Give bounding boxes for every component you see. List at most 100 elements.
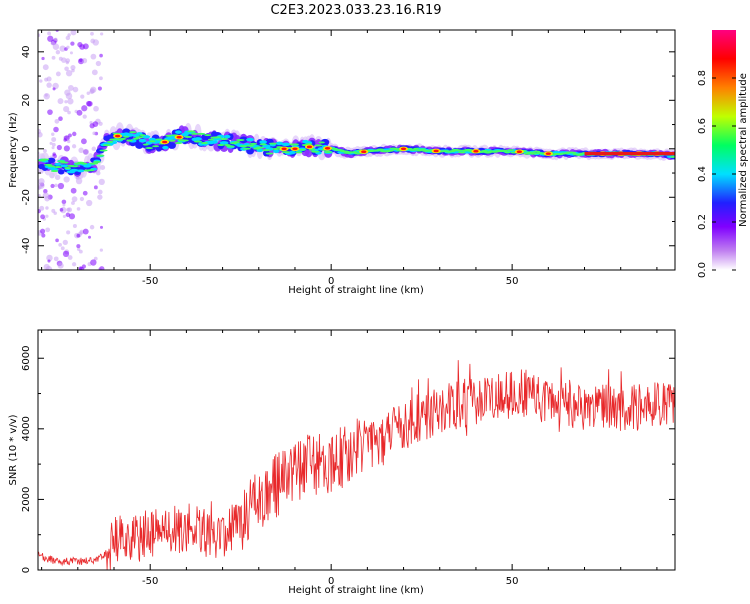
noise-speckle (67, 33, 71, 37)
noise-speckle (90, 38, 96, 44)
spectral-ridge-blob (92, 160, 102, 163)
spectral-ridge-blob (259, 140, 268, 144)
spectral-ridge-blob (239, 145, 248, 148)
noise-speckle (63, 145, 70, 152)
noise-speckle (78, 249, 83, 254)
noise-speckle (51, 132, 55, 136)
spectral-ridge-blob (80, 162, 88, 165)
noise-speckle (90, 31, 94, 36)
spectral-ridge-blob (167, 142, 176, 149)
spectral-ridge-blob (191, 132, 199, 135)
noise-speckle (51, 142, 56, 147)
spectral-ridge-blob (272, 149, 280, 154)
spectral-ridge-blob (123, 135, 130, 138)
spectral-ridge-blob (53, 166, 63, 169)
noise-speckle (70, 41, 75, 46)
spectral-ridge-blob (168, 139, 176, 142)
colorbar-tick-label: 0.8 (697, 70, 708, 86)
colorbar-tick-label: 0.2 (697, 214, 708, 230)
colorbar-tick-label: 0.0 (697, 262, 708, 278)
spectral-ridge-blob (262, 144, 271, 148)
noise-speckle (38, 194, 41, 198)
colorbar: 0.0 0.2 0.4 0.6 0.8 Normalized spectral ampl… (697, 30, 749, 278)
noise-speckle (92, 121, 99, 128)
noise-speckle (47, 259, 51, 263)
snr-ticks: -50 0 50 0 2000 4000 6000 (21, 330, 675, 587)
spectral-ridge-blob (376, 148, 385, 151)
spectral-ridge-blob (187, 130, 196, 133)
noise-speckle (65, 70, 73, 77)
spectral-ridge-blob (219, 141, 229, 145)
noise-speckle (70, 30, 77, 36)
noise-speckle (51, 146, 55, 150)
noise-speckle (71, 196, 78, 202)
noise-speckle (97, 194, 103, 200)
spectral-ridge-blob (135, 142, 144, 149)
spectral-ridge-blob (175, 130, 182, 134)
spectral-ridge-blob (174, 142, 183, 145)
spectral-ridge-blob (246, 137, 255, 142)
spectral-ridge-blob (552, 151, 561, 154)
noise-speckle (52, 43, 60, 50)
noise-speckle (54, 118, 60, 124)
noise-speckle (58, 56, 63, 61)
noise-speckle (76, 109, 83, 116)
noise-speckle (86, 199, 93, 207)
noise-speckle (41, 56, 45, 61)
noise-speckle (82, 148, 90, 156)
noise-speckle (93, 105, 99, 112)
noise-speckle (46, 254, 53, 262)
spectrogram-ticks: -50 0 50 -40 -20 0 20 40 (21, 30, 675, 287)
spectral-ridge-blob (295, 151, 303, 154)
noise-speckle (67, 98, 74, 105)
noise-speckle (57, 98, 64, 105)
noise-speckle (67, 139, 71, 144)
snr-frame (37, 329, 676, 571)
noise-speckle (82, 190, 88, 196)
noise-speckle (54, 183, 58, 188)
colorbar-gradient (712, 30, 736, 270)
snr-panel: -50 0 50 0 2000 4000 6000 Height of straight l… (8, 329, 676, 596)
noise-speckle (80, 138, 87, 145)
spectral-ridge-blob (47, 165, 56, 168)
noise-speckle (38, 186, 41, 190)
noise-speckle (44, 195, 50, 202)
noise-speckle (59, 208, 64, 212)
spectral-ridge-blob (259, 143, 267, 146)
noise-speckle (66, 207, 71, 212)
noise-speckle (65, 92, 73, 100)
noise-speckle (47, 31, 52, 36)
noise-speckle (45, 214, 49, 218)
noise-speckle (98, 178, 105, 186)
y-tick-label: 0 (21, 567, 32, 573)
spectral-ridge-blob (89, 162, 99, 165)
noise-speckle (62, 214, 66, 218)
noise-speckle (62, 239, 68, 246)
spectral-hot-spot (306, 145, 313, 149)
spectral-ridge-blob (242, 147, 251, 150)
spectral-ridge-blob (281, 142, 291, 147)
noise-speckle (100, 32, 104, 36)
y-tick-label: 4000 (21, 416, 32, 441)
x-tick-label: 0 (328, 276, 334, 287)
spectral-ridge-blob (281, 151, 291, 154)
noise-speckle (70, 187, 77, 194)
noise-speckle (51, 55, 56, 60)
spectral-ridge-blob (194, 137, 202, 141)
noise-speckle (57, 182, 65, 190)
noise-speckle (69, 51, 73, 55)
spectral-ridge-blob (69, 165, 79, 168)
spectral-ridge-blob (138, 138, 147, 143)
spectral-ridge-blob (86, 169, 95, 172)
noise-speckle (90, 259, 97, 266)
spectral-ridge-blob (96, 154, 105, 157)
noise-speckle (72, 131, 77, 137)
spectral-ridge-blob (135, 136, 144, 139)
spectral-ridge-blob (224, 144, 231, 147)
spectral-ridge-blob (102, 144, 111, 147)
spectral-ridge-blob (318, 141, 325, 144)
noise-speckle (38, 33, 41, 38)
noise-speckle (76, 244, 81, 249)
snr-x-label: Height of straight line (km) (288, 585, 424, 596)
spectral-ridge-blob (265, 152, 274, 155)
